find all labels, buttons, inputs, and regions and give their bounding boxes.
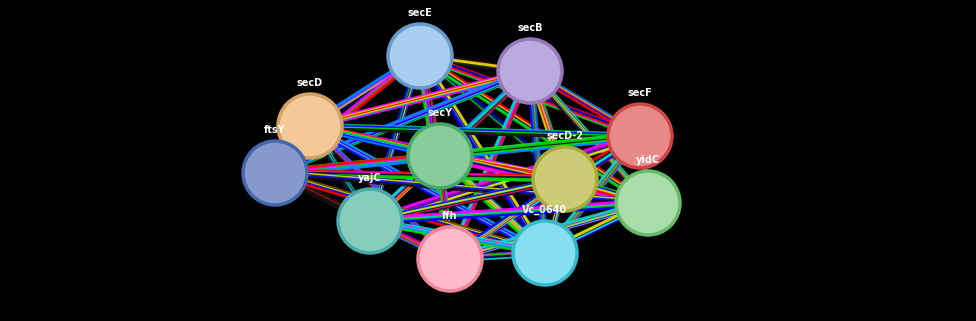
Text: secD: secD	[297, 78, 323, 88]
Text: ffh: ffh	[442, 211, 458, 221]
Circle shape	[498, 39, 562, 103]
Circle shape	[388, 24, 452, 88]
Circle shape	[608, 104, 672, 168]
Text: secB: secB	[517, 23, 543, 33]
Text: ftsY: ftsY	[264, 125, 286, 135]
Circle shape	[408, 124, 472, 188]
Text: secD-2: secD-2	[547, 131, 584, 141]
Circle shape	[616, 171, 680, 235]
Text: Vc_0640: Vc_0640	[522, 205, 568, 215]
Text: secF: secF	[628, 88, 652, 98]
Circle shape	[243, 141, 307, 205]
Text: yidC: yidC	[636, 155, 660, 165]
Circle shape	[513, 221, 577, 285]
Circle shape	[338, 189, 402, 253]
Circle shape	[418, 227, 482, 291]
Circle shape	[278, 94, 342, 158]
Text: yajC: yajC	[358, 173, 382, 183]
Circle shape	[533, 147, 597, 211]
Text: secE: secE	[408, 8, 432, 18]
Text: secY: secY	[427, 108, 453, 118]
